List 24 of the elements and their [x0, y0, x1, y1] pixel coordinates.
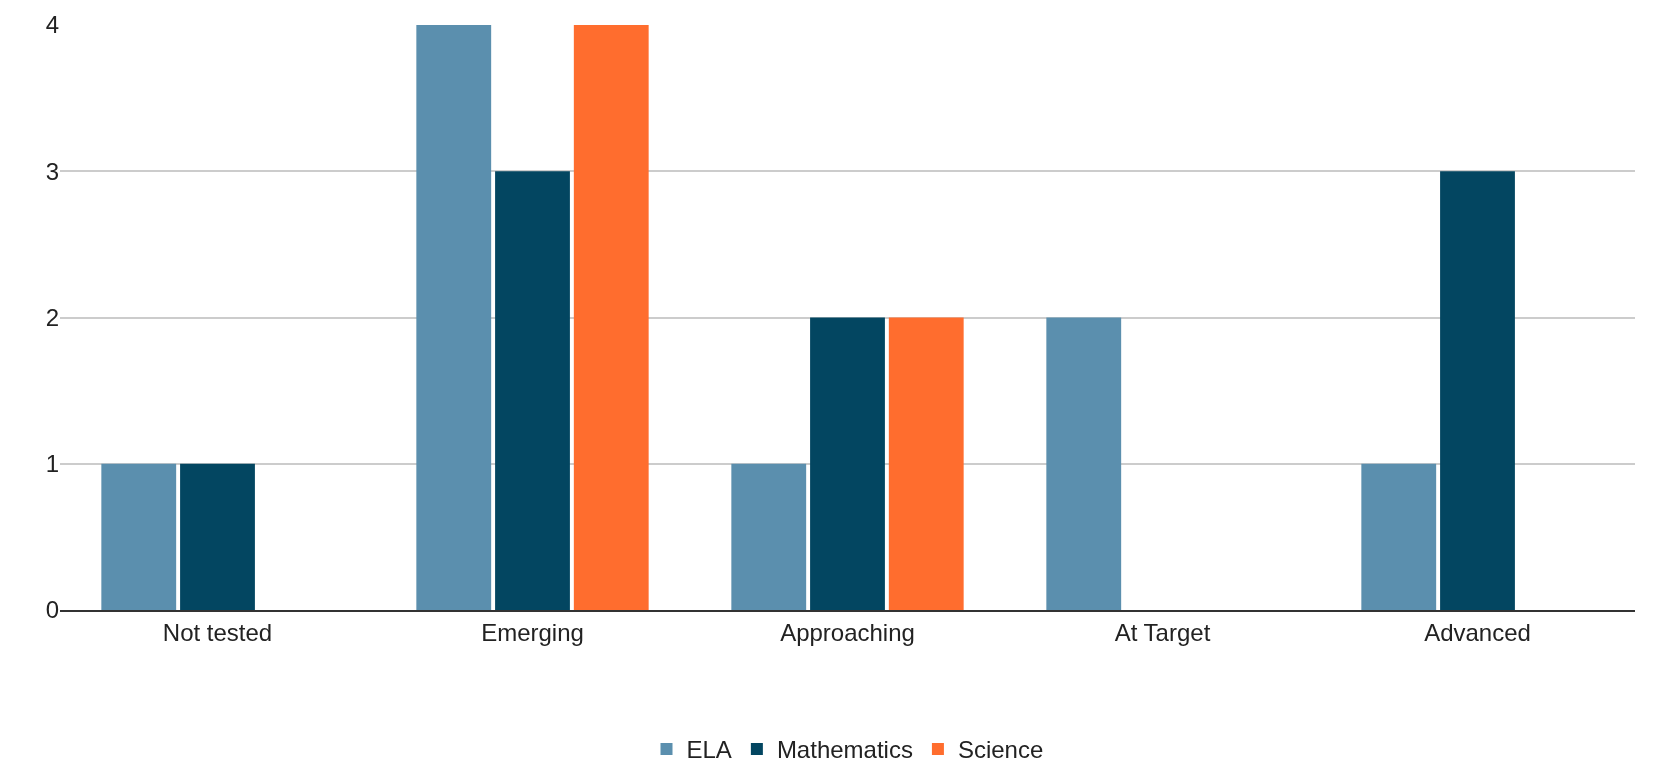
bar — [1046, 317, 1122, 610]
bar — [810, 317, 885, 610]
x-tick-label: At Target — [1114, 618, 1211, 646]
bar — [101, 463, 177, 610]
legend-label: Mathematics — [776, 736, 913, 764]
y-tick-label: 0 — [45, 596, 59, 624]
x-tick-label: Advanced — [1424, 618, 1531, 646]
bar — [1361, 463, 1437, 610]
x-tick-label: Approaching — [780, 618, 915, 646]
legend-label: Science — [957, 736, 1044, 764]
y-tick-label: 2 — [45, 303, 59, 331]
bar — [495, 171, 570, 610]
x-tick-label: Not tested — [162, 618, 273, 646]
bar — [416, 25, 492, 610]
x-tick-label: Emerging — [481, 618, 584, 646]
y-tick-label: 3 — [45, 157, 59, 185]
bar — [180, 463, 255, 610]
bar — [1440, 171, 1515, 610]
bar — [888, 317, 964, 610]
legend-label: ELA — [686, 736, 732, 764]
bar — [573, 25, 649, 610]
y-tick-label: 4 — [45, 11, 59, 39]
y-tick-label: 1 — [45, 450, 59, 478]
bar — [731, 463, 807, 610]
